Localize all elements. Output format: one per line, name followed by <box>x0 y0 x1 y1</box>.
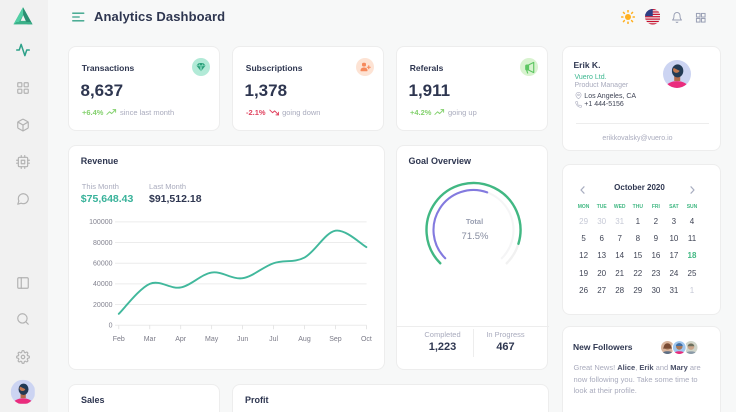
svg-text:Jul: Jul <box>269 336 278 343</box>
svg-text:Sep: Sep <box>329 336 342 343</box>
svg-text:40000: 40000 <box>93 281 113 288</box>
svg-text:Feb: Feb <box>113 336 125 343</box>
svg-text:60000: 60000 <box>93 261 113 268</box>
svg-text:Mar: Mar <box>144 336 157 343</box>
svg-text:0: 0 <box>109 323 113 330</box>
svg-text:Aug: Aug <box>298 336 311 343</box>
svg-text:20000: 20000 <box>93 302 113 309</box>
svg-text:Oct: Oct <box>361 336 372 343</box>
svg-text:Jun: Jun <box>237 336 248 343</box>
svg-text:May: May <box>205 336 219 343</box>
svg-text:Apr: Apr <box>175 336 187 343</box>
svg-text:100000: 100000 <box>89 219 112 226</box>
svg-text:80000: 80000 <box>93 240 113 247</box>
